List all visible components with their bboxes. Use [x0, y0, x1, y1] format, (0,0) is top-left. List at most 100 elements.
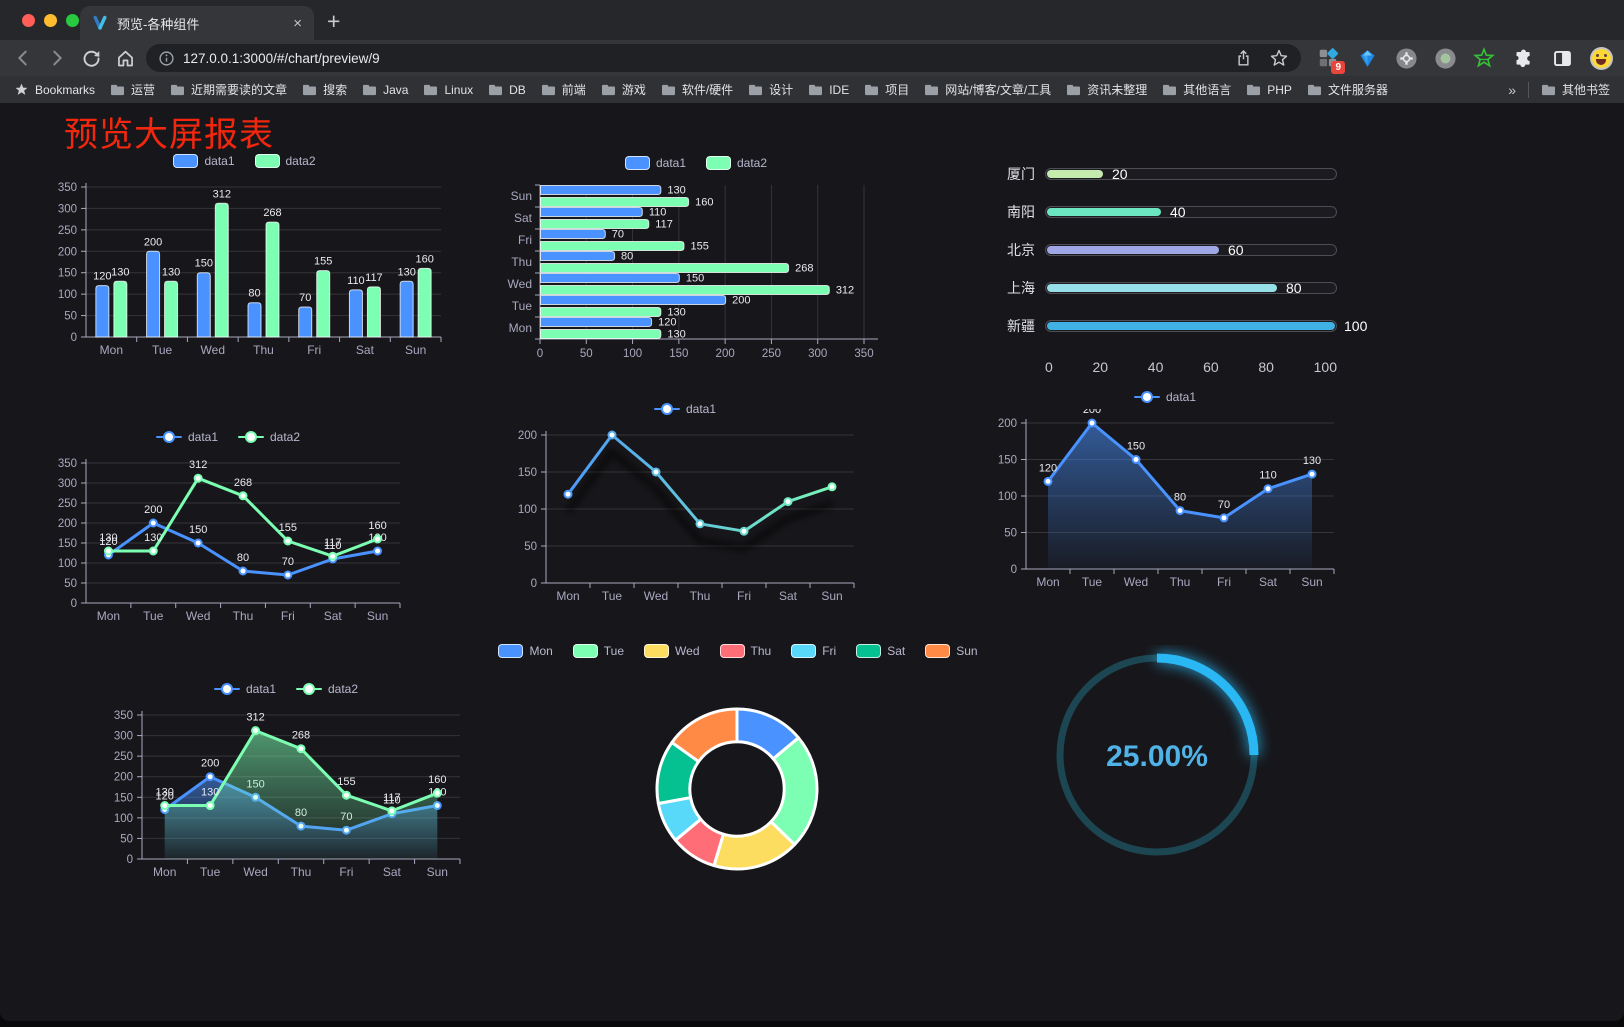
green-star-extension-icon[interactable] — [1471, 45, 1497, 71]
legend-item[interactable]: data2 — [296, 682, 358, 696]
legend-item[interactable]: Sat — [856, 644, 905, 658]
bookmark-folder[interactable]: 文件服务器 — [1307, 81, 1388, 98]
legend-swatch — [173, 154, 199, 168]
legend-item[interactable]: Fri — [791, 644, 836, 658]
legend-label: Sun — [956, 644, 978, 658]
legend-item[interactable]: Mon — [498, 644, 553, 658]
bookmark-folder[interactable]: 近期需要读的文章 — [170, 81, 287, 98]
progress-value: 100 — [1344, 318, 1368, 334]
gauge-value-label: 25.00% — [1106, 740, 1208, 773]
svg-text:50: 50 — [64, 578, 77, 590]
window-controls — [22, 14, 79, 27]
bookmark-folder[interactable]: 项目 — [864, 81, 909, 98]
bookmark-folder[interactable]: IDE — [808, 83, 849, 97]
url-text[interactable]: 127.0.0.1:3000/#/chart/preview/9 — [183, 50, 380, 66]
svg-text:50: 50 — [120, 833, 133, 845]
browser-tab[interactable]: 预览-各种组件 × — [80, 6, 314, 40]
other-bookmarks-folder[interactable]: 其他书签 — [1541, 81, 1610, 98]
bookmark-folder[interactable]: 设计 — [748, 81, 793, 98]
svg-text:0: 0 — [71, 332, 77, 344]
record-circle-extension-icon[interactable] — [1432, 45, 1458, 71]
legend-swatch — [706, 156, 731, 170]
legend-label: data1 — [245, 682, 276, 696]
svg-text:200: 200 — [144, 236, 162, 248]
zoom-window-button[interactable] — [66, 14, 79, 27]
bookmarks-overflow-button[interactable]: » — [1508, 81, 1516, 98]
svg-text:80: 80 — [1174, 492, 1186, 504]
legend-item[interactable]: data1 — [155, 430, 218, 444]
svg-text:Wed: Wed — [508, 277, 532, 291]
axis-tick-label: 40 — [1147, 359, 1164, 375]
svg-text:268: 268 — [234, 477, 252, 489]
gem-extension-icon[interactable] — [1354, 45, 1380, 71]
bookmark-folder[interactable]: 资讯未整理 — [1066, 81, 1147, 98]
close-window-button[interactable] — [22, 14, 35, 27]
back-button[interactable] — [10, 45, 36, 71]
tab-close-icon[interactable]: × — [293, 14, 302, 32]
share-icon[interactable] — [1234, 49, 1253, 68]
bookmark-folder[interactable]: Linux — [423, 83, 473, 97]
legend-item[interactable]: data1 — [653, 402, 716, 416]
svg-text:130: 130 — [667, 329, 685, 341]
svg-text:80: 80 — [621, 251, 633, 263]
svg-text:300: 300 — [58, 203, 77, 215]
bookmarks-manager-item[interactable]: Bookmarks — [14, 82, 95, 97]
bookmark-folder[interactable]: DB — [488, 83, 526, 97]
progress-label: 新疆 — [1007, 318, 1035, 334]
legend-item[interactable]: data1 — [1133, 390, 1196, 404]
legend-item[interactable]: data1 — [213, 682, 276, 696]
bookmark-folder[interactable]: 网站/博客/文章/工具 — [924, 81, 1051, 98]
legend-item[interactable]: data1 — [173, 154, 235, 168]
extensions-puzzle-icon[interactable] — [1510, 45, 1536, 71]
bookmark-star-icon[interactable] — [1269, 48, 1289, 68]
svg-text:200: 200 — [201, 758, 219, 770]
progress-fill — [1047, 170, 1103, 178]
bookmark-folder[interactable]: 游戏 — [601, 81, 646, 98]
side-panel-icon[interactable] — [1549, 45, 1575, 71]
legend-item[interactable]: Wed — [644, 644, 700, 658]
bookmark-folder[interactable]: 搜索 — [302, 81, 347, 98]
svg-text:120: 120 — [658, 317, 676, 329]
svg-text:100: 100 — [518, 504, 537, 516]
address-bar[interactable]: 127.0.0.1:3000/#/chart/preview/9 — [146, 44, 1301, 72]
axis-tick-label: 0 — [1045, 359, 1053, 375]
bookmark-folder[interactable]: 前端 — [541, 81, 586, 98]
forward-button[interactable] — [44, 45, 70, 71]
legend-swatch — [254, 154, 280, 168]
site-info-icon[interactable] — [158, 50, 175, 67]
gray-circle-extension-icon[interactable] — [1393, 45, 1419, 71]
legend-item[interactable]: data2 — [254, 154, 316, 168]
folder-icon — [1163, 84, 1177, 96]
progress-label: 上海 — [1007, 280, 1035, 296]
legend-item[interactable]: Tue — [572, 644, 624, 658]
bookmark-folder[interactable]: 其他语言 — [1162, 81, 1231, 98]
minimize-window-button[interactable] — [44, 14, 57, 27]
bookmark-folder[interactable]: 软件/硬件 — [661, 81, 733, 98]
progress-value: 40 — [1170, 204, 1186, 220]
legend-item[interactable]: data2 — [706, 156, 767, 170]
vue-devtools-extension-icon[interactable]: 9 — [1315, 45, 1345, 74]
svg-text:Sat: Sat — [779, 589, 798, 603]
svg-text:268: 268 — [795, 263, 813, 275]
bookmark-folder[interactable]: Java — [362, 83, 408, 97]
legend-item[interactable]: Thu — [719, 644, 772, 658]
bookmark-folder[interactable]: PHP — [1246, 83, 1292, 97]
legend-item[interactable]: data2 — [238, 430, 300, 444]
donut-slice[interactable] — [670, 707, 739, 764]
page-content: 预览大屏报表 data1 data2 0 50 100 150 200 250 300 350 Mo… — [0, 103, 1624, 1021]
svg-text:268: 268 — [263, 207, 281, 219]
emoji-extension-icon[interactable] — [1588, 45, 1614, 71]
svg-text:50: 50 — [580, 348, 593, 360]
legend-item[interactable]: data1 — [624, 156, 686, 170]
svg-text:117: 117 — [365, 272, 383, 284]
reload-button[interactable] — [78, 45, 104, 71]
svg-text:350: 350 — [854, 348, 873, 360]
new-tab-button[interactable]: + — [327, 8, 341, 34]
svg-text:200: 200 — [58, 518, 77, 530]
svg-text:Wed: Wed — [644, 589, 668, 603]
bookmark-folder[interactable]: 运营 — [110, 81, 155, 98]
home-button[interactable] — [112, 45, 138, 71]
legend-item[interactable]: Sun — [925, 644, 978, 658]
legend-label: Thu — [750, 644, 772, 658]
